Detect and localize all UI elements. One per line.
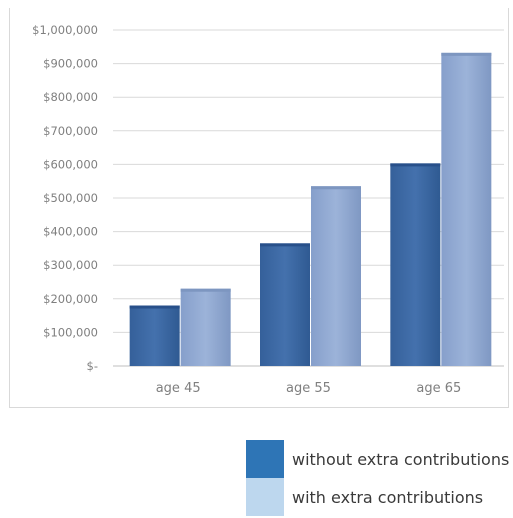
bar-top-edge bbox=[129, 305, 180, 309]
chart-frame bbox=[9, 8, 509, 408]
bar-with-age-55 bbox=[311, 186, 361, 366]
y-tick-label: $700,000 bbox=[43, 124, 98, 138]
bar-top-edge bbox=[311, 186, 361, 190]
bar-without-age-55 bbox=[260, 243, 310, 366]
y-tick-label: $1,000,000 bbox=[32, 23, 98, 37]
y-tick-label: $100,000 bbox=[43, 325, 98, 339]
y-axis: $- $100,000 $200,000 $300,000 $400,000 $500,0… bbox=[32, 23, 98, 373]
bars bbox=[129, 52, 492, 367]
bar-top-edge bbox=[260, 243, 310, 247]
x-axis: age 45 age 55 age 65 bbox=[156, 381, 462, 396]
y-tick-label: $500,000 bbox=[43, 191, 98, 205]
bar-with-age-65 bbox=[441, 52, 492, 367]
bar-without-age-45 bbox=[129, 305, 180, 366]
y-tick-label: $600,000 bbox=[43, 157, 98, 171]
legend: without extra contributions with extra c… bbox=[246, 440, 510, 517]
legend-swatch-with bbox=[246, 478, 284, 516]
x-tick-label: age 65 bbox=[416, 381, 461, 396]
y-tick-label: $900,000 bbox=[43, 57, 98, 71]
bar-top-edge bbox=[441, 52, 492, 56]
bar-chart: $- $100,000 $200,000 $300,000 $400,000 $500,0… bbox=[32, 23, 504, 396]
x-tick-label: age 45 bbox=[156, 381, 201, 396]
bar-with-age-45 bbox=[180, 288, 231, 366]
legend-label-with: with extra contributions bbox=[292, 487, 484, 507]
bar-without-age-65 bbox=[390, 163, 441, 366]
legend-label-without: without extra contributions bbox=[292, 449, 510, 469]
bar-top-edge bbox=[390, 163, 441, 167]
y-tick-label: $800,000 bbox=[43, 90, 98, 104]
bar-top-edge bbox=[180, 288, 231, 292]
x-tick-label: age 55 bbox=[286, 381, 331, 396]
legend-item-with: with extra contributions bbox=[246, 478, 509, 516]
y-tick-label: $- bbox=[87, 359, 98, 373]
y-tick-label: $400,000 bbox=[43, 225, 98, 239]
legend-swatch-without bbox=[246, 440, 284, 478]
y-tick-label: $200,000 bbox=[43, 292, 98, 306]
legend-item-without: without extra contributions bbox=[246, 440, 510, 478]
y-tick-label: $300,000 bbox=[43, 258, 98, 272]
